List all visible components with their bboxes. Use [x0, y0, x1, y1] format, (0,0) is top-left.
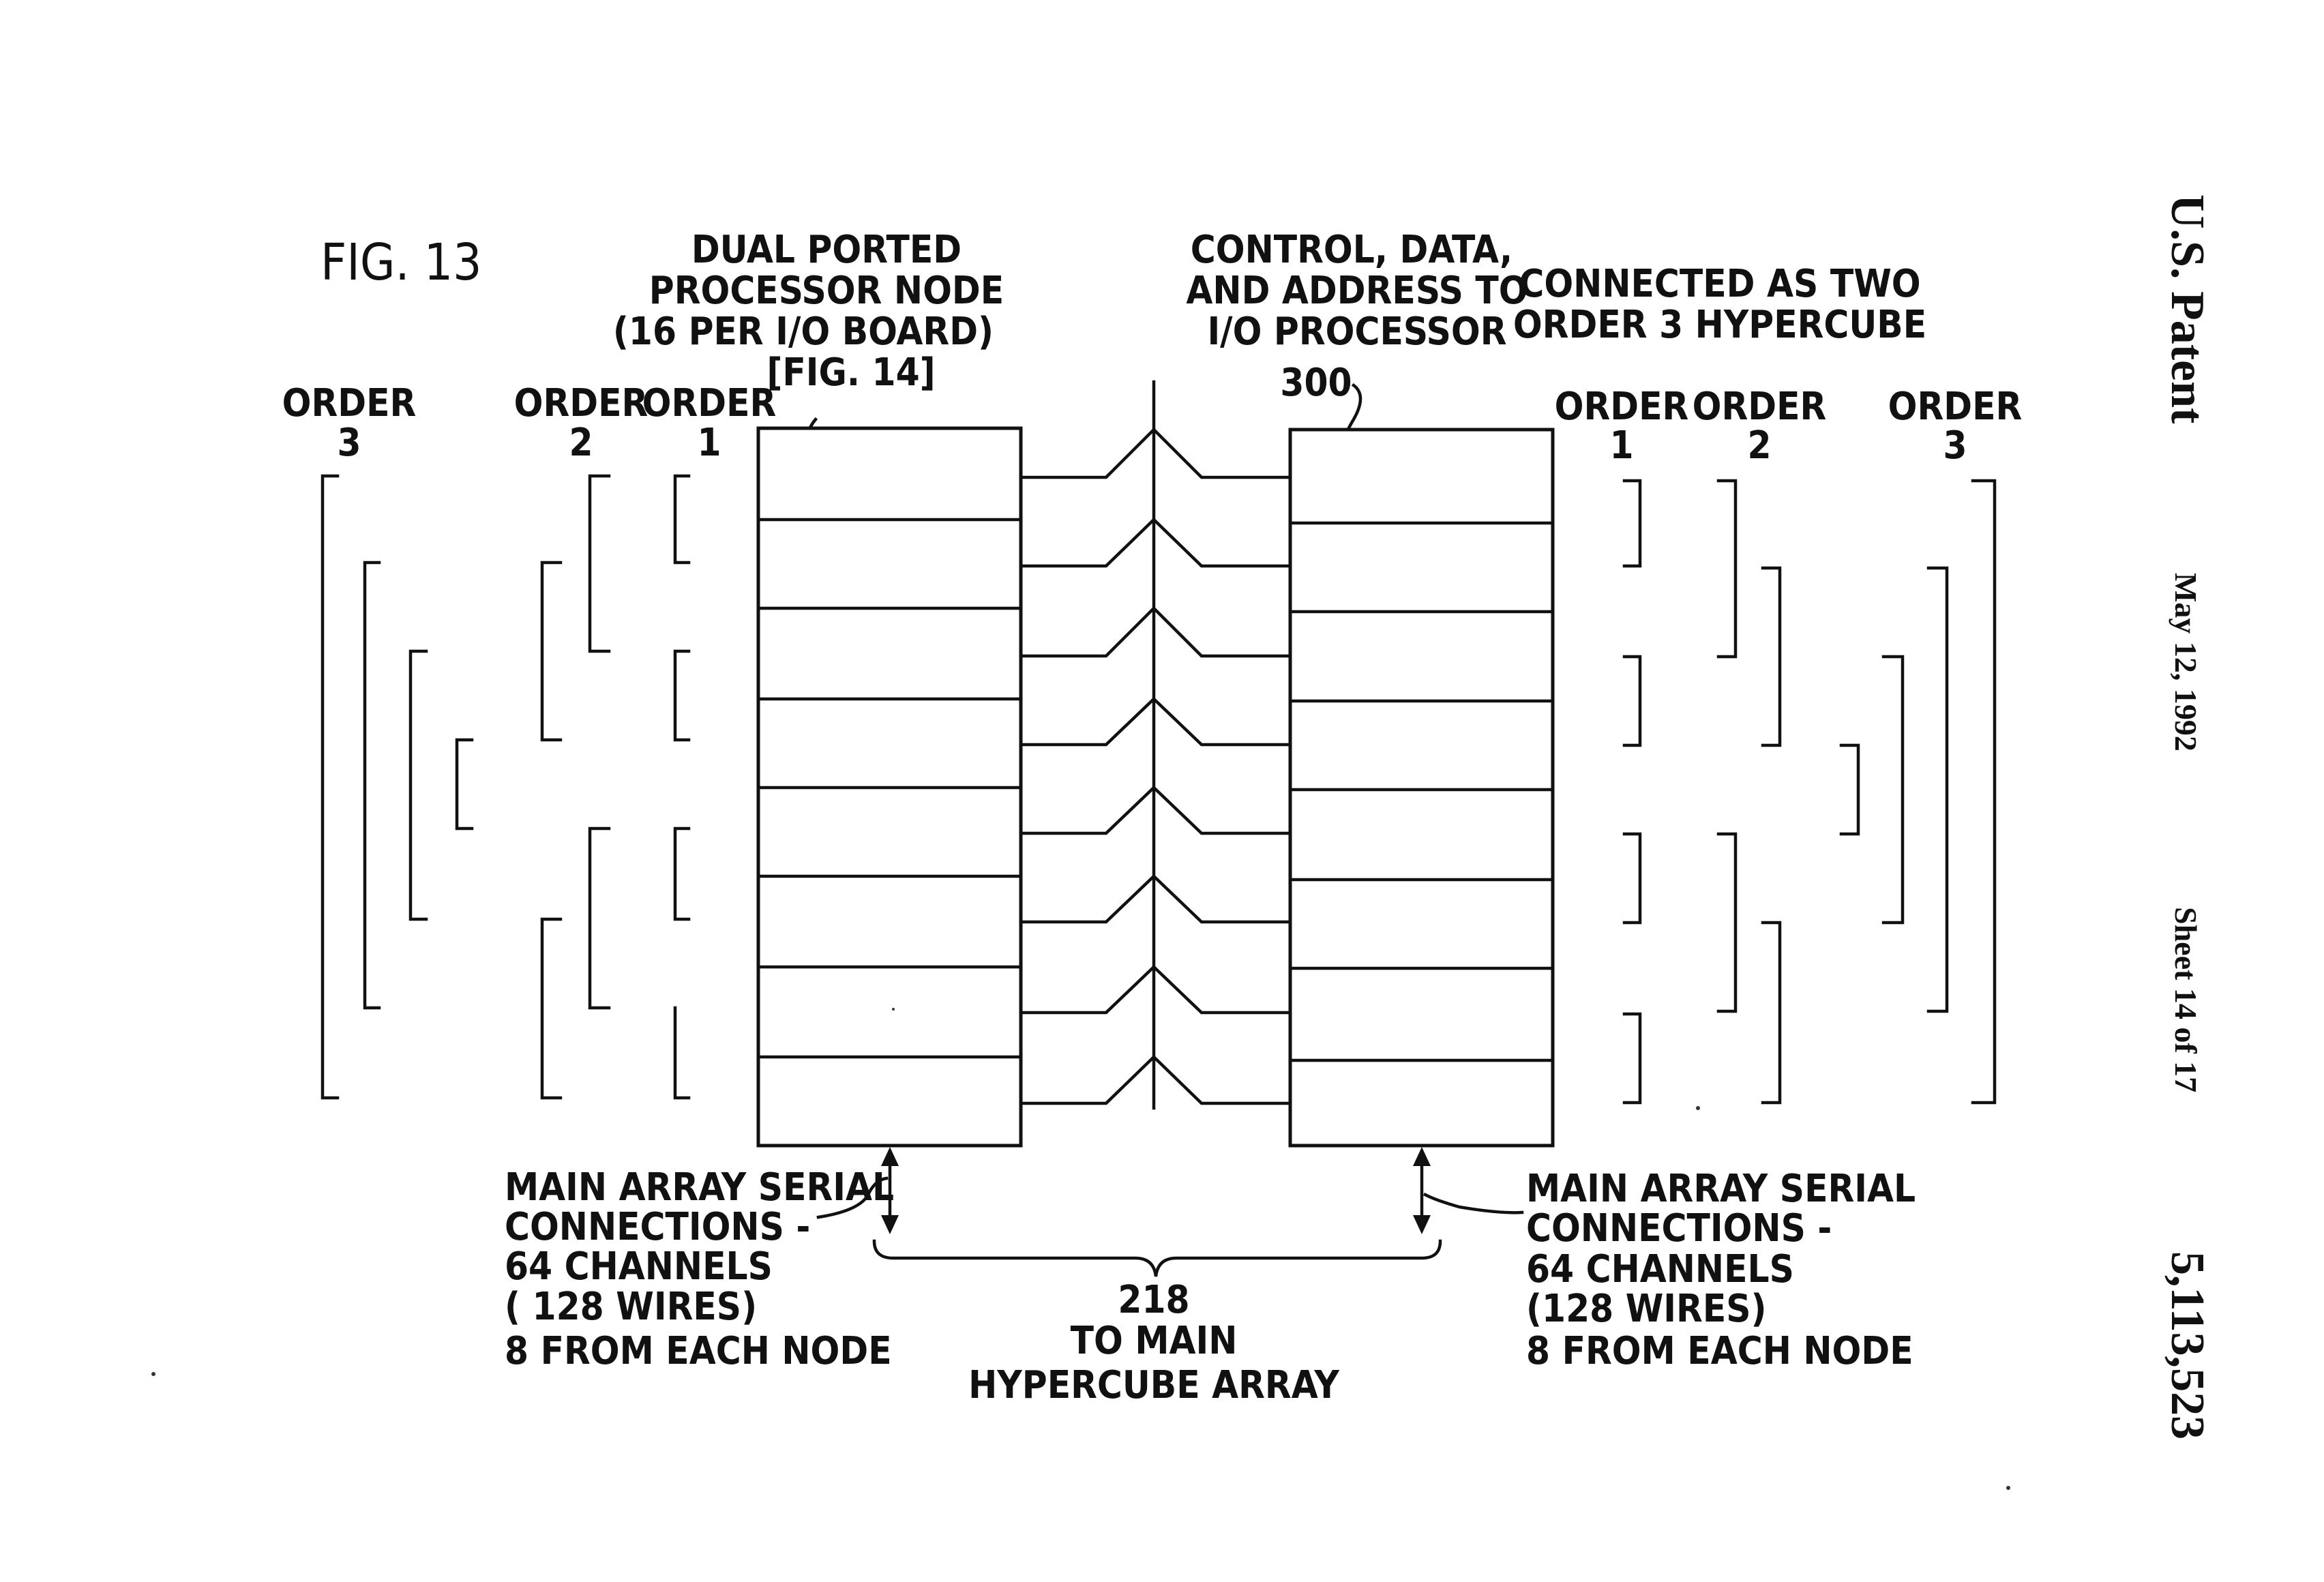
right-node-label-line3: I/O PROCESSOR	[1207, 310, 1506, 354]
brace-label-line: TO MAIN	[1071, 1319, 1238, 1363]
left-node-label-line4: [FIG. 14]	[766, 350, 935, 395]
right-node-label-line1: CONTROL, DATA,	[1191, 228, 1513, 272]
row-connector	[1021, 520, 1290, 566]
right-main-array-arrow	[1413, 1147, 1431, 1234]
order3-bracket	[457, 740, 472, 829]
figure-label: FIG. 13	[321, 233, 482, 292]
right-main-array-line: 64 CHANNELS	[1526, 1247, 1794, 1292]
left-main-array-line: ( 128 WIRES)	[505, 1285, 757, 1329]
row-connector	[1021, 1057, 1290, 1103]
right-main-array-label: MAIN ARRAY SERIAL CONNECTIONS - 64 CHANN…	[1526, 1167, 1916, 1373]
left-node-stack	[758, 428, 1021, 1146]
patent-date: May 12, 1992	[2169, 573, 2203, 751]
order2-bracket	[590, 829, 609, 1008]
right-order2-num: 2	[1747, 423, 1771, 468]
speck	[1696, 1106, 1700, 1110]
left-order2-num: 2	[569, 421, 593, 465]
order2-bracket	[1763, 923, 1780, 1103]
left-node-label-line1: DUAL PORTED	[691, 228, 962, 272]
row-connector	[1021, 699, 1290, 745]
left-order1-num: 1	[697, 421, 721, 465]
hypercube-brace	[874, 1241, 1440, 1277]
left-main-array-label: MAIN ARRAY SERIAL CONNECTIONS - 64 CHANN…	[505, 1165, 894, 1373]
right-node-frame	[1290, 430, 1553, 1146]
right-main-array-line: CONNECTIONS -	[1526, 1206, 1832, 1251]
row-connector	[1021, 788, 1290, 833]
right-main-array-line: 8 FROM EACH NODE	[1526, 1329, 1913, 1373]
right-order1-num: 1	[1609, 423, 1633, 468]
row-connector	[1021, 430, 1290, 477]
right-node-label-line2: AND ADDRESS TO	[1186, 269, 1528, 313]
row-connector	[1021, 608, 1290, 656]
right-main-array-line: (128 WIRES)	[1526, 1287, 1767, 1331]
brace-label-line: HYPERCUBE ARRAY	[968, 1363, 1339, 1407]
patent-number: 5,113,523	[2161, 1251, 2214, 1439]
order3-bracket	[1928, 568, 1947, 1011]
order1-bracket	[1624, 657, 1640, 745]
order3-bracket	[1973, 481, 1995, 1103]
patent-sheet: Sheet 14 of 17	[2169, 907, 2203, 1092]
right-order3-num: 3	[1943, 423, 1967, 468]
order1-bracket	[675, 651, 689, 740]
order1-bracket	[1624, 481, 1640, 566]
right-node-stack	[1290, 430, 1553, 1146]
order3-bracket	[323, 476, 338, 1098]
order2-bracket	[1718, 481, 1735, 657]
left-order3-num: 3	[337, 421, 361, 465]
order2-bracket	[1718, 834, 1735, 1011]
order1-bracket	[1624, 834, 1640, 923]
left-order2-word: ORDER	[514, 381, 649, 426]
order1-bracket	[675, 829, 689, 919]
speck	[892, 1008, 895, 1011]
row-connectors	[1021, 430, 1290, 1103]
order3-bracket	[1841, 745, 1858, 834]
order3-bracket	[1883, 657, 1903, 923]
patent-side-header: U.S. Patent May 12, 1992 Sheet 14 of 17 …	[2161, 194, 2214, 1439]
order3-bracket	[411, 651, 426, 919]
brace-label-line: 218	[1118, 1278, 1189, 1322]
order1-bracket	[1624, 1014, 1640, 1103]
left-node-label-line3: (16 PER I/O BOARD)	[613, 310, 994, 354]
right-main-array-leader	[1425, 1195, 1522, 1212]
brace-label: 218 TO MAIN HYPERCUBE ARRAY	[968, 1278, 1339, 1407]
left-order-brackets	[323, 476, 689, 1098]
connected-label-line2: ORDER 3 HYPERCUBE	[1513, 303, 1926, 347]
patent-title: U.S. Patent	[2161, 194, 2214, 423]
left-order3-word: ORDER	[282, 381, 417, 426]
right-order-brackets	[1624, 481, 1995, 1103]
order2-bracket	[590, 476, 609, 651]
order2-bracket	[542, 919, 561, 1098]
right-order1-word: ORDER	[1555, 385, 1689, 429]
left-main-array-line: MAIN ARRAY SERIAL	[505, 1165, 894, 1210]
order1-bracket	[675, 1008, 689, 1098]
speck	[151, 1372, 155, 1376]
left-main-array-line: CONNECTIONS -	[505, 1205, 810, 1249]
order1-bracket	[675, 476, 689, 563]
left-main-array-line: 8 FROM EACH NODE	[505, 1329, 892, 1373]
left-order1-word: ORDER	[642, 381, 777, 426]
row-connector	[1021, 876, 1290, 922]
order3-bracket	[365, 563, 379, 1008]
speck	[2006, 1486, 2010, 1490]
right-main-array-line: MAIN ARRAY SERIAL	[1526, 1167, 1916, 1211]
left-main-array-line: 64 CHANNELS	[505, 1244, 773, 1289]
row-connector	[1021, 967, 1290, 1013]
right-node-label-line4: 300	[1280, 361, 1352, 405]
order2-bracket	[542, 563, 561, 740]
right-order2-word: ORDER	[1693, 385, 1827, 429]
right-order3-word: ORDER	[1888, 385, 2023, 429]
left-node-label-line2: PROCESSOR NODE	[649, 269, 1004, 313]
order2-bracket	[1763, 568, 1780, 745]
connected-label-line1: CONNECTED AS TWO	[1519, 262, 1920, 306]
